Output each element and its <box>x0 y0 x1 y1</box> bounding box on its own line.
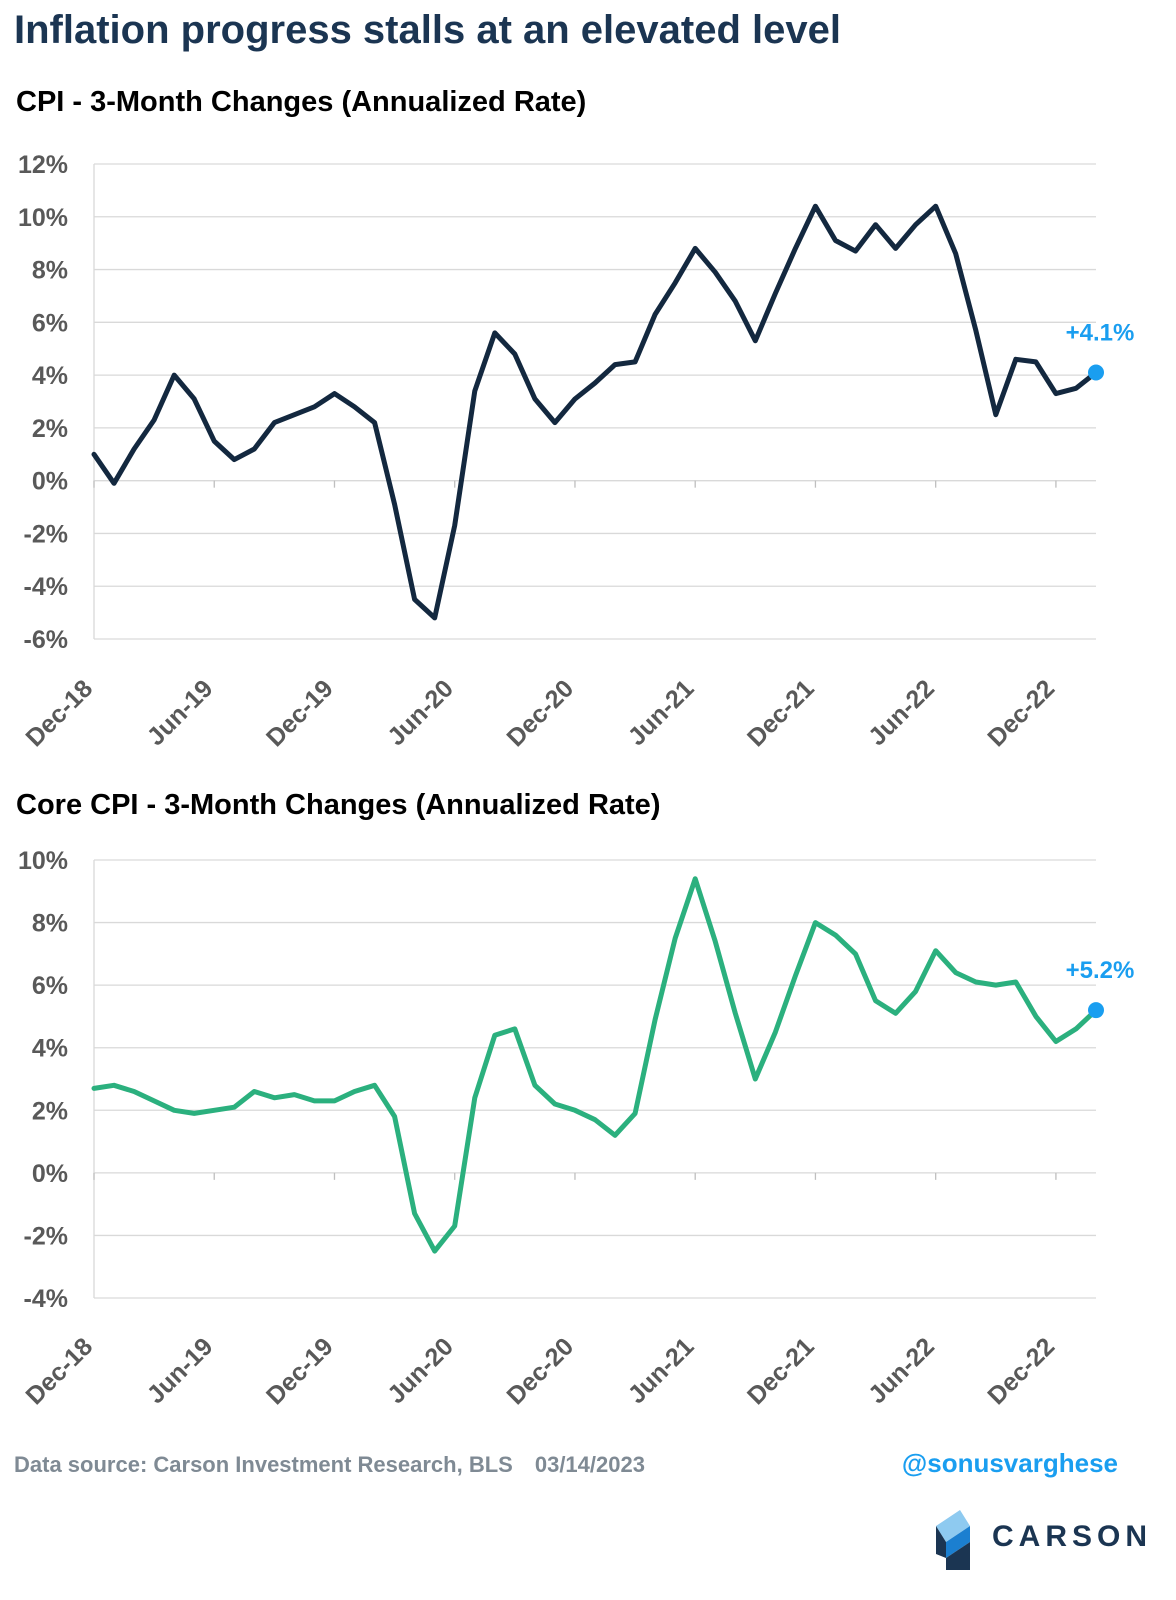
core-cpi-y-tick-label: 4% <box>32 1035 68 1063</box>
cpi-y-tick-label: 10% <box>18 204 68 232</box>
cpi-y-tick-label: -2% <box>24 520 68 548</box>
core-cpi-x-tick-label: Dec-18 <box>20 1332 98 1410</box>
core-cpi-line-chart: 10% 8% 6% 4% 2% 0% -2% -4% Dec-18 Jun-19 Dec-19 Jun… <box>18 847 1135 1410</box>
cpi-chart-title: CPI - 3-Month Changes (Annualized Rate) <box>16 86 587 118</box>
core-cpi-y-tick-label: 8% <box>32 910 68 938</box>
cpi-y-tick-label: 4% <box>32 362 68 390</box>
cpi-y-tick-label: 8% <box>32 257 68 285</box>
cpi-y-tick-label: 0% <box>32 468 68 496</box>
author-handle: @sonusvarghese <box>901 1448 1118 1478</box>
cpi-line-chart: 12%10%8%6%4%2%0%-2%-4%-6%Dec-18 Jun-19 Dec… <box>18 151 1135 752</box>
cpi-latest-point <box>1088 364 1104 381</box>
core-cpi-y-tick-label: 0% <box>32 1160 68 1188</box>
cpi-y-tick-label: 12% <box>18 151 68 179</box>
core-cpi-x-tick-label: Jun-22 <box>863 1332 940 1409</box>
core-cpi-x-tick-label: Dec-21 <box>742 1332 820 1410</box>
core-cpi-x-tick-label: Dec-20 <box>501 1332 579 1410</box>
core-cpi-y-tick-label: 2% <box>32 1097 68 1125</box>
cpi-y-tick-label: 2% <box>32 415 68 443</box>
data-source-note: Data source: Carson Investment Research,… <box>14 1452 667 1478</box>
core-cpi-x-tick-label: Jun-20 <box>382 1332 459 1409</box>
page-headline: Inflation progress stalls at an elevated… <box>14 8 841 52</box>
core-cpi-latest-point <box>1088 1002 1104 1019</box>
carson-logo-icon <box>936 1510 970 1570</box>
core-cpi-y-tick-label: -2% <box>24 1222 68 1250</box>
core-cpi-y-tick-label: -4% <box>24 1285 68 1313</box>
core-cpi-y-tick-label: 6% <box>32 972 68 1000</box>
core-cpi-x-tick-label: Dec-19 <box>261 1332 339 1410</box>
core-cpi-x-tick-label: Jun-19 <box>142 1332 219 1409</box>
core-cpi-chart-title: Core CPI - 3-Month Changes (Annualized R… <box>16 789 661 821</box>
carson-logo-text: CARSON <box>992 1520 1153 1553</box>
cpi-latest-label: +4.1% <box>1066 319 1135 346</box>
publish-date: 03/14/2023 <box>534 1452 645 1477</box>
cpi-y-tick-label: 6% <box>32 309 68 337</box>
core-cpi-x-tick-label: Dec-22 <box>982 1332 1060 1410</box>
core-cpi-y-tick-label: 10% <box>18 847 68 875</box>
cpi-y-tick-label: -6% <box>24 626 68 654</box>
core-cpi-latest-label: +5.2% <box>1066 957 1135 984</box>
cpi-series-line <box>91 203 1099 621</box>
carson-logo: CARSON <box>936 1510 1147 1570</box>
core-cpi-series-line <box>91 876 1099 1254</box>
core-cpi-x-tick-label: Jun-21 <box>623 1332 700 1409</box>
cpi-y-tick-label: -4% <box>24 573 68 601</box>
data-source-text: Data source: Carson Investment Research,… <box>14 1452 513 1477</box>
